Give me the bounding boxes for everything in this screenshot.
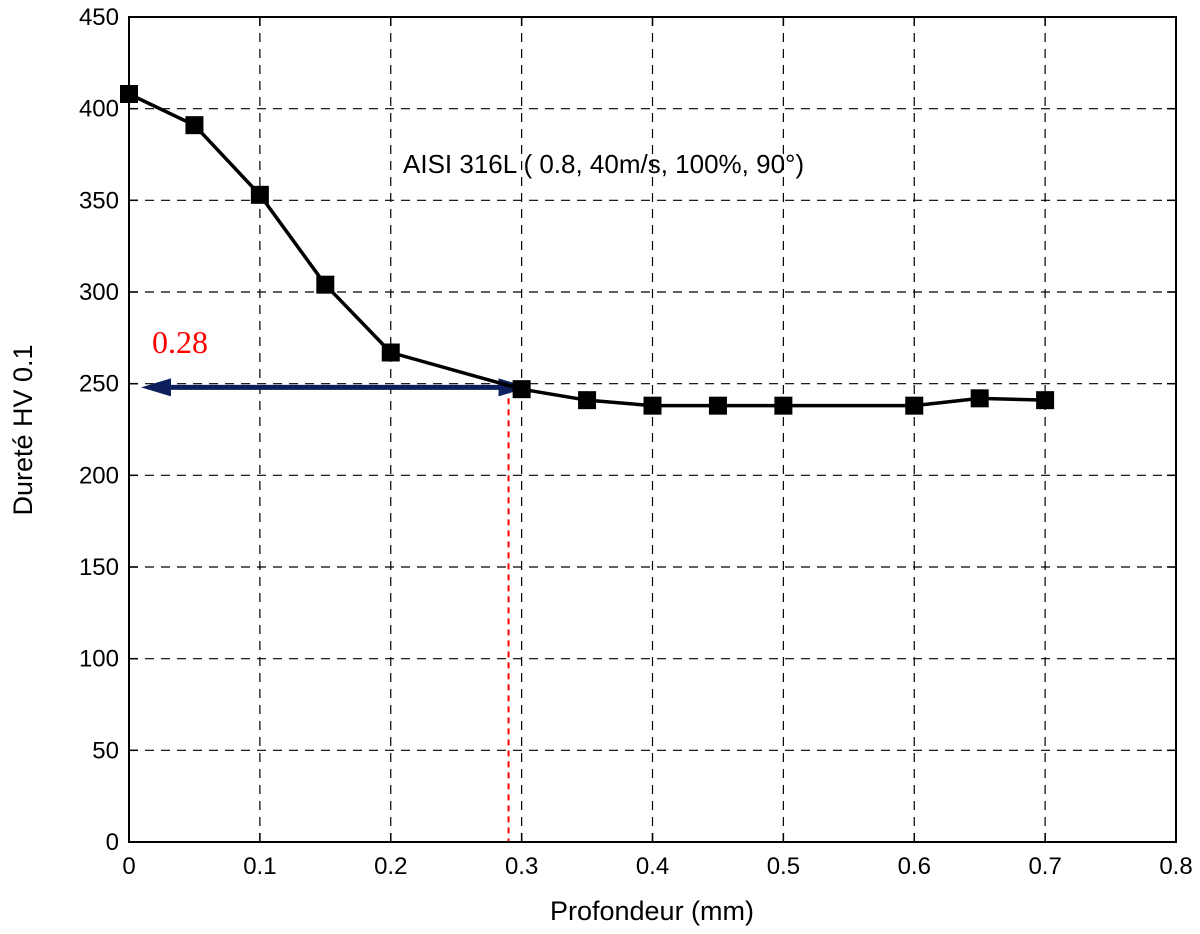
data-point-marker xyxy=(708,396,727,415)
y-tick-label: 400 xyxy=(79,96,119,123)
data-point-marker xyxy=(578,391,597,410)
x-tick-label: 0.2 xyxy=(374,853,407,880)
data-point-marker xyxy=(905,396,924,415)
plot-frame xyxy=(128,16,1177,843)
x-tick-labels: 0 0.1 0.2 0.3 0.4 0.5 0.6 0.7 0.8 xyxy=(122,853,1192,880)
plot-background xyxy=(129,17,1176,842)
x-axis-title: Profondeur (mm) xyxy=(550,896,754,926)
depth-value-label: 0.28 xyxy=(152,324,208,360)
data-point-marker xyxy=(250,185,269,204)
y-tick-label: 250 xyxy=(79,371,119,398)
data-point-marker xyxy=(381,343,400,362)
y-tick-label: 450 xyxy=(79,4,119,31)
x-tick-label: 0.8 xyxy=(1159,853,1192,880)
y-tick-label: 200 xyxy=(79,462,119,489)
data-point-marker xyxy=(316,275,335,294)
y-tick-label: 100 xyxy=(79,646,119,673)
series-markers xyxy=(120,85,1055,415)
x-tick-label: 0.5 xyxy=(767,853,800,880)
data-point-marker xyxy=(512,380,531,399)
data-point-marker xyxy=(643,396,662,415)
x-tick-label: 0.4 xyxy=(636,853,669,880)
y-axis-title: Dureté HV 0.1 xyxy=(8,344,38,515)
arrow-head-left xyxy=(141,378,171,397)
x-tick-label: 0.7 xyxy=(1028,853,1061,880)
y-tick-label: 350 xyxy=(79,187,119,214)
y-tick-label: 150 xyxy=(79,554,119,581)
x-tick-label: 0 xyxy=(122,853,135,880)
y-tick-label: 50 xyxy=(92,737,119,764)
condition-annotation: AISI 316L ( 0.8, 40m/s, 100%, 90°) xyxy=(403,149,804,179)
x-tick-label: 0.3 xyxy=(505,853,538,880)
data-point-marker xyxy=(185,116,204,135)
data-point-marker xyxy=(1036,391,1055,410)
data-point-marker xyxy=(774,396,793,415)
x-tick-label: 0.1 xyxy=(243,853,276,880)
x-tick-label: 0.6 xyxy=(898,853,931,880)
y-tick-label: 300 xyxy=(79,279,119,306)
data-point-marker xyxy=(970,389,989,408)
y-tick-labels: 0 50 100 150 200 250 300 350 400 450 xyxy=(79,4,119,856)
y-tick-label: 0 xyxy=(106,829,119,856)
